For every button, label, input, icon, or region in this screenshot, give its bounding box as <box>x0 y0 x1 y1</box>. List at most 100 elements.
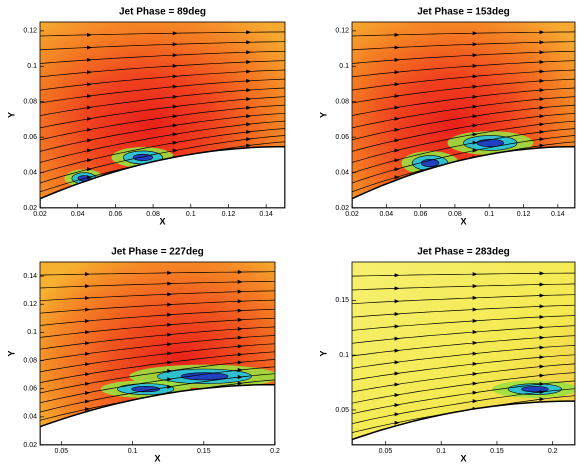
y-axis-label: Y <box>6 112 16 118</box>
y-tick-label: 0.05 <box>335 407 349 414</box>
stream-arrow <box>539 137 545 142</box>
streamline <box>40 41 285 51</box>
stream-arrow <box>172 140 178 145</box>
stream-arrow <box>472 295 478 300</box>
x-axis-label: X <box>460 453 466 463</box>
stream-arrow <box>539 69 545 74</box>
stream-arrow <box>394 82 400 87</box>
stream-arrow <box>472 361 478 366</box>
stream-arrow <box>472 307 478 312</box>
y-tick-label: 0.06 <box>23 386 37 393</box>
stream-arrow <box>237 344 243 349</box>
wall <box>352 145 575 208</box>
stream-arrow <box>85 307 90 312</box>
y-tick-label: 0.08 <box>335 99 349 106</box>
stream-arrow <box>472 140 478 145</box>
streamline <box>40 326 275 350</box>
streamline <box>352 135 575 184</box>
streamline <box>40 271 275 276</box>
stream-arrow <box>539 381 545 386</box>
streamline <box>352 120 575 163</box>
stream-arrow <box>394 105 400 110</box>
stream-arrow <box>167 281 173 286</box>
streamline <box>352 96 575 129</box>
x-tick-label: 0.2 <box>548 448 558 455</box>
stream-arrow <box>237 367 243 372</box>
stream-arrow <box>172 94 178 99</box>
x-tick-label: 0.14 <box>551 211 565 218</box>
stream-arrow <box>246 97 252 102</box>
stream-arrow <box>87 175 92 180</box>
y-tick-label: 0.08 <box>23 99 37 106</box>
stream-arrow <box>87 70 92 75</box>
stream-arrow <box>87 167 92 172</box>
stream-arrow <box>394 324 400 329</box>
y-tick-label: 0.12 <box>23 301 37 308</box>
streamline <box>352 50 575 64</box>
stream-arrow <box>472 148 478 153</box>
stream-arrow <box>167 384 173 389</box>
y-axis-label: Y <box>318 112 328 118</box>
stream-arrow <box>539 143 545 148</box>
stream-arrow <box>539 30 545 35</box>
stream-arrow <box>167 351 173 356</box>
stream-arrow <box>539 373 545 378</box>
streamline <box>40 120 285 163</box>
stream-arrow <box>87 82 92 87</box>
chart-title: Jet Phase = 153deg <box>417 7 510 18</box>
stream-arrow <box>394 148 400 153</box>
streamline <box>40 50 285 64</box>
stream-arrow <box>539 364 545 369</box>
y-tick-label: 0.06 <box>335 134 349 141</box>
stream-arrow <box>172 148 178 153</box>
stream-arrow <box>172 84 178 89</box>
streamline <box>352 60 575 78</box>
x-tick-label: 0.05 <box>55 448 69 455</box>
stream-arrow <box>246 59 252 64</box>
stream-arrow <box>172 31 178 36</box>
stream-arrow <box>539 114 545 119</box>
stream-arrow <box>472 132 478 137</box>
plot-frame <box>39 261 276 446</box>
streamline <box>40 290 275 302</box>
stream-arrow <box>394 392 400 397</box>
stream-arrow <box>394 45 400 50</box>
stream-arrow <box>539 282 545 287</box>
stream-arrow <box>539 271 545 276</box>
stream-arrow <box>167 302 173 307</box>
stream-arrow <box>472 340 478 345</box>
streamline <box>40 359 275 394</box>
stream-arrow <box>85 372 90 377</box>
stream-arrow <box>85 272 90 277</box>
stream-arrow <box>394 175 400 180</box>
stream-arrow <box>394 299 400 304</box>
stream-arrow <box>539 129 545 134</box>
wall <box>40 383 275 445</box>
x-tick-label: 0.1 <box>128 448 138 455</box>
stream-arrow <box>85 407 90 412</box>
stream-arrow <box>85 341 90 346</box>
stream-arrow <box>87 45 92 50</box>
stream-arrow <box>85 330 90 335</box>
stream-arrow <box>394 138 400 143</box>
stream-arrow <box>472 371 478 376</box>
y-tick-label: 0.12 <box>335 28 349 35</box>
stream-arrow <box>472 94 478 99</box>
y-tick-label: 0.02 <box>23 442 37 449</box>
streamline <box>40 308 275 326</box>
x-tick-label: 0.1 <box>484 211 494 218</box>
x-tick-label: 0.1 <box>186 211 196 218</box>
stream-arrow <box>87 158 92 163</box>
y-tick-label: 0.04 <box>335 169 349 176</box>
stream-arrow <box>167 292 173 297</box>
stream-arrow <box>246 122 252 127</box>
stream-arrow <box>394 412 400 417</box>
x-tick-label: 0.2 <box>270 448 280 455</box>
y-axis-label: Y <box>6 350 16 356</box>
streamline <box>352 41 575 51</box>
x-tick-label: 0.04 <box>71 211 85 218</box>
stream-arrow <box>472 84 478 89</box>
stream-arrow <box>539 397 545 402</box>
x-tick-label: 0.04 <box>379 211 393 218</box>
